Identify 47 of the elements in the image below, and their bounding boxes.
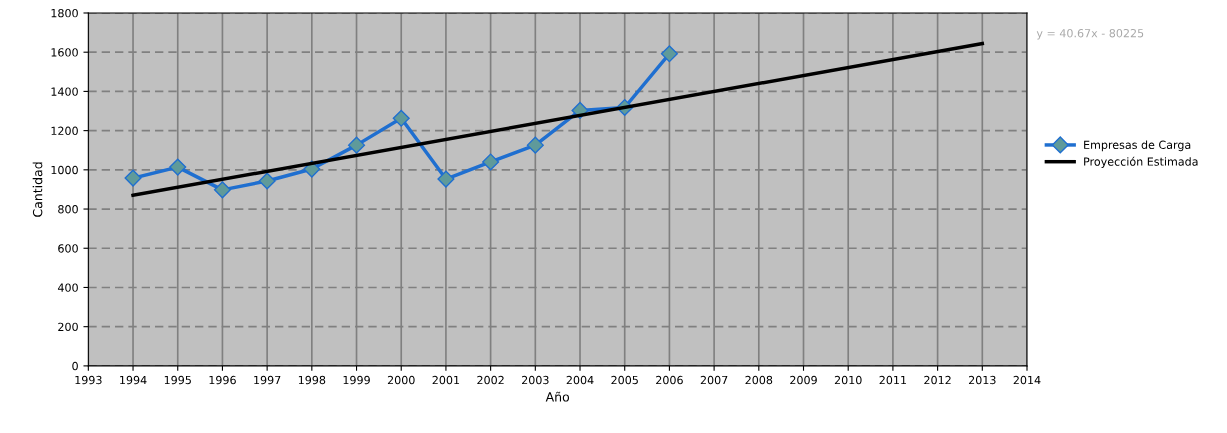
x-tick-label: 2011	[879, 375, 907, 385]
x-tick-label: 2007	[700, 375, 728, 385]
point	[347, 136, 366, 154]
y-tick-label: 600	[58, 244, 78, 253]
legend-label: Proyección Estimada	[1084, 156, 1198, 168]
x-tick-label: 2002	[477, 375, 504, 385]
point	[258, 172, 276, 190]
x-tick-label: 2003	[522, 375, 549, 385]
x-tick-label: 1997	[254, 375, 281, 385]
text: y = 40.67x - 80225	[1036, 28, 1144, 40]
point	[660, 45, 678, 63]
x-tick-label: 2014	[1013, 375, 1041, 385]
x-tick-label: 2004	[566, 375, 594, 385]
x-tick-label: 1998	[298, 375, 326, 385]
x-tick-label: 1994	[120, 375, 147, 385]
point	[482, 153, 500, 171]
x-tick-label: 2005	[611, 375, 638, 385]
y-tick-label: 1800	[51, 8, 78, 18]
point	[124, 169, 142, 187]
point	[392, 109, 410, 127]
point	[526, 136, 544, 154]
x-tick-label: 1996	[209, 375, 236, 385]
y-tick-label: 200	[58, 322, 78, 332]
point	[169, 158, 187, 176]
y-tick-label: 800	[58, 205, 78, 214]
x-tick-label: 2008	[745, 375, 773, 385]
x-tick-label: 2009	[790, 375, 817, 385]
y-tick-label: 1000	[51, 165, 78, 175]
y-tick-label: 1600	[51, 48, 78, 57]
y-tick-label: 400	[57, 283, 78, 292]
y-tick-label: 1200	[51, 126, 78, 135]
y-tick-label: 0	[72, 361, 78, 371]
x-tick-label: 2012	[924, 375, 951, 385]
legend-label: Empresas de Carga	[1084, 140, 1191, 152]
x-tick-label: 2013	[968, 375, 996, 385]
x-tick-label: 1999	[343, 375, 370, 385]
y-axis-title: Cantidad	[32, 162, 43, 217]
x-axis-title: Año	[545, 391, 570, 402]
x-tick-label: 2001	[432, 375, 460, 385]
x-tick-label: 1995	[164, 375, 191, 385]
point	[213, 181, 231, 199]
point	[437, 170, 455, 188]
x-tick-label: 1993	[75, 375, 102, 385]
y-tick-label: 1400	[51, 87, 78, 96]
x-tick-label: 2010	[834, 375, 862, 385]
x-tick-label: 2000	[387, 375, 415, 385]
x-tick-label: 2006	[656, 375, 683, 385]
